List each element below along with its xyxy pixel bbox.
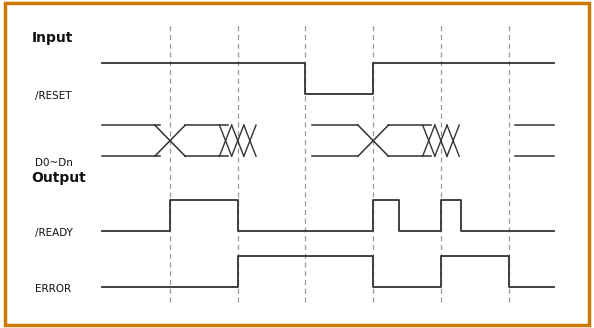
- Text: Output: Output: [31, 171, 87, 185]
- Text: D0~Dn: D0~Dn: [34, 158, 72, 168]
- Text: /READY: /READY: [34, 228, 72, 238]
- Text: /RESET: /RESET: [34, 91, 71, 101]
- Text: ERROR: ERROR: [34, 284, 71, 294]
- Text: Input: Input: [31, 31, 73, 45]
